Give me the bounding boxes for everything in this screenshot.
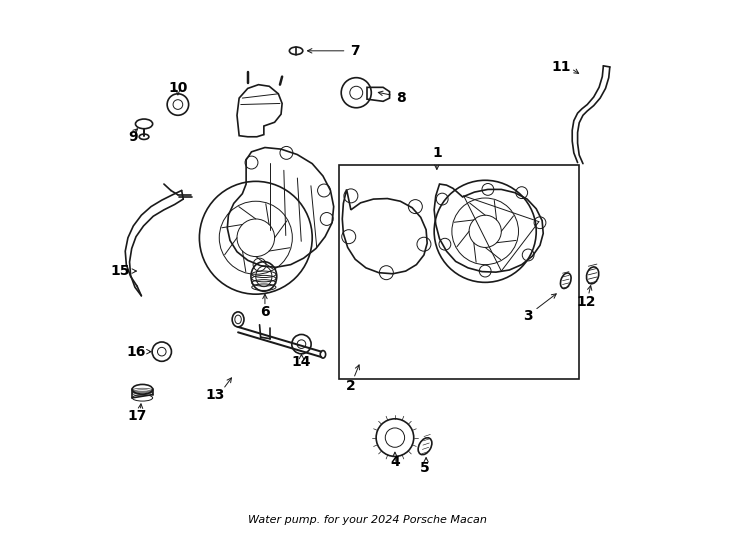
Text: 9: 9 bbox=[128, 130, 138, 144]
Text: 11: 11 bbox=[552, 60, 571, 74]
Text: 12: 12 bbox=[576, 295, 596, 309]
Text: 2: 2 bbox=[346, 379, 356, 393]
Text: 17: 17 bbox=[128, 409, 147, 423]
Text: 5: 5 bbox=[420, 461, 430, 475]
Text: 8: 8 bbox=[396, 91, 406, 105]
Text: 14: 14 bbox=[291, 355, 311, 369]
Text: 4: 4 bbox=[390, 455, 400, 469]
Text: 13: 13 bbox=[206, 388, 225, 402]
Text: 15: 15 bbox=[110, 264, 129, 278]
Text: 3: 3 bbox=[523, 309, 533, 323]
Text: 7: 7 bbox=[350, 44, 360, 58]
Text: 6: 6 bbox=[260, 305, 269, 319]
Text: Water pump. for your 2024 Porsche Macan: Water pump. for your 2024 Porsche Macan bbox=[247, 515, 487, 525]
Text: 1: 1 bbox=[432, 146, 442, 160]
Text: 10: 10 bbox=[168, 82, 188, 96]
Bar bbox=[339, 165, 579, 379]
Text: 16: 16 bbox=[126, 345, 145, 359]
